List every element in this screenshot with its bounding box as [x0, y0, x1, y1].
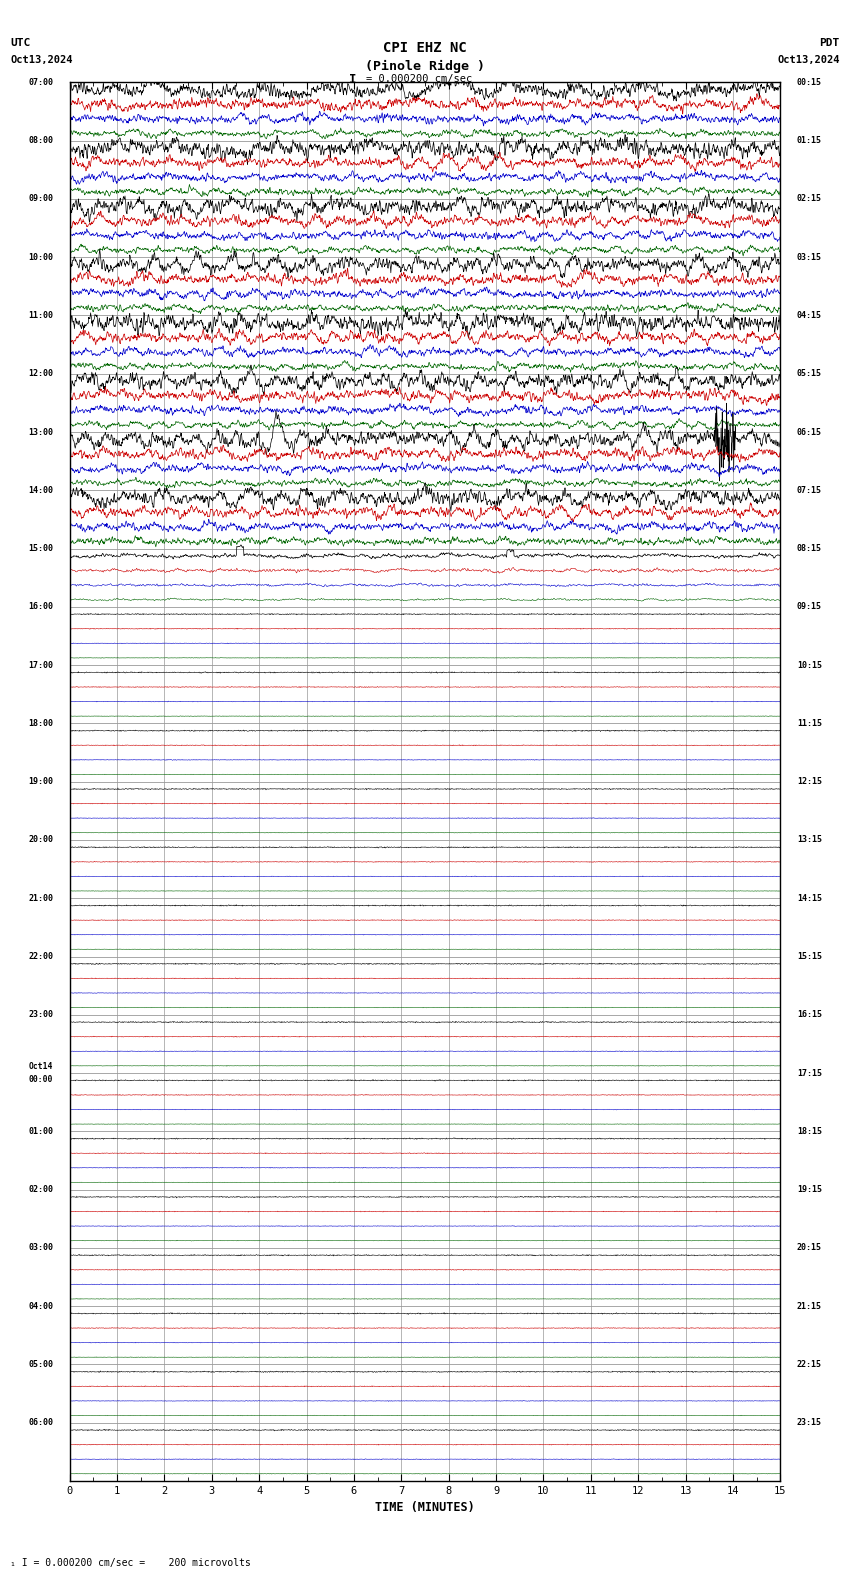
Text: 23:00: 23:00	[28, 1011, 53, 1020]
Text: 22:15: 22:15	[797, 1361, 822, 1369]
Text: 04:00: 04:00	[28, 1302, 53, 1310]
Text: 15:00: 15:00	[28, 543, 53, 553]
Text: 02:15: 02:15	[797, 195, 822, 203]
Text: 23:15: 23:15	[797, 1418, 822, 1427]
Text: 03:00: 03:00	[28, 1243, 53, 1253]
Text: 16:00: 16:00	[28, 602, 53, 611]
Text: 17:15: 17:15	[797, 1069, 822, 1077]
Text: 19:00: 19:00	[28, 778, 53, 786]
Text: 03:15: 03:15	[797, 253, 822, 261]
Text: 21:15: 21:15	[797, 1302, 822, 1310]
Text: 11:15: 11:15	[797, 719, 822, 729]
Text: 12:00: 12:00	[28, 369, 53, 379]
Text: 10:15: 10:15	[797, 661, 822, 670]
Text: 04:15: 04:15	[797, 310, 822, 320]
Text: (Pinole Ridge ): (Pinole Ridge )	[365, 60, 485, 73]
Text: 08:00: 08:00	[28, 136, 53, 146]
Text: 22:00: 22:00	[28, 952, 53, 961]
Text: I: I	[349, 73, 356, 86]
Text: 00:00: 00:00	[29, 1076, 53, 1085]
Text: Oct13,2024: Oct13,2024	[10, 55, 73, 65]
Text: 15:15: 15:15	[797, 952, 822, 961]
Text: PDT: PDT	[819, 38, 840, 48]
Text: 14:15: 14:15	[797, 893, 822, 903]
Text: 09:15: 09:15	[797, 602, 822, 611]
Text: Oct14: Oct14	[29, 1061, 53, 1071]
Text: 01:15: 01:15	[797, 136, 822, 146]
Text: 05:15: 05:15	[797, 369, 822, 379]
Text: Oct13,2024: Oct13,2024	[777, 55, 840, 65]
Text: 20:00: 20:00	[28, 835, 53, 844]
Text: 17:00: 17:00	[28, 661, 53, 670]
Text: 01:00: 01:00	[28, 1126, 53, 1136]
Text: 06:15: 06:15	[797, 428, 822, 437]
Text: 16:15: 16:15	[797, 1011, 822, 1020]
Text: 08:15: 08:15	[797, 543, 822, 553]
Text: 09:00: 09:00	[28, 195, 53, 203]
Text: 13:15: 13:15	[797, 835, 822, 844]
Text: 20:15: 20:15	[797, 1243, 822, 1253]
Text: 07:00: 07:00	[28, 78, 53, 87]
Text: 11:00: 11:00	[28, 310, 53, 320]
Text: 06:00: 06:00	[28, 1418, 53, 1427]
Text: 02:00: 02:00	[28, 1185, 53, 1194]
Text: CPI EHZ NC: CPI EHZ NC	[383, 41, 467, 55]
Text: 21:00: 21:00	[28, 893, 53, 903]
Text: 12:15: 12:15	[797, 778, 822, 786]
Text: 13:00: 13:00	[28, 428, 53, 437]
Text: 07:15: 07:15	[797, 486, 822, 494]
Text: 18:15: 18:15	[797, 1126, 822, 1136]
Text: 14:00: 14:00	[28, 486, 53, 494]
Text: UTC: UTC	[10, 38, 31, 48]
Text: 18:00: 18:00	[28, 719, 53, 729]
Text: 05:00: 05:00	[28, 1361, 53, 1369]
X-axis label: TIME (MINUTES): TIME (MINUTES)	[375, 1502, 475, 1514]
Text: 19:15: 19:15	[797, 1185, 822, 1194]
Text: 00:15: 00:15	[797, 78, 822, 87]
Text: ₁ I = 0.000200 cm/sec =    200 microvolts: ₁ I = 0.000200 cm/sec = 200 microvolts	[10, 1559, 251, 1568]
Text: = 0.000200 cm/sec: = 0.000200 cm/sec	[366, 74, 472, 84]
Text: 10:00: 10:00	[28, 253, 53, 261]
